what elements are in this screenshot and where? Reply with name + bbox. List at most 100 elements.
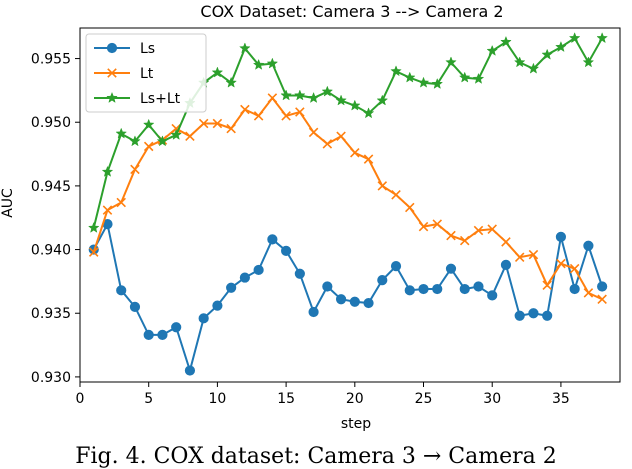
data-point-ls-lt (403, 71, 416, 83)
data-point-lt (295, 107, 305, 117)
data-point-ls-lt (170, 128, 182, 140)
data-point-lt (528, 249, 539, 260)
data-point-ls (335, 294, 347, 305)
data-point-lt (487, 224, 497, 234)
data-point-lt (542, 280, 552, 290)
x-tick-label: 30 (483, 391, 501, 407)
data-point-ls-lt (596, 32, 608, 44)
x-tick-label: 25 (415, 391, 433, 407)
data-point-lt (143, 141, 154, 152)
x-tick-label: 10 (208, 391, 226, 407)
y-tick-label: 0.935 (31, 306, 71, 322)
data-point-ls (404, 285, 415, 296)
data-point-ls (377, 275, 388, 286)
data-point-ls-lt (156, 135, 169, 147)
data-point-ls-lt (211, 66, 224, 78)
y-tick-label: 0.950 (31, 115, 71, 131)
data-point-lt (459, 235, 470, 246)
data-point-ls-lt (568, 32, 581, 44)
figure-caption: Fig. 4. COX dataset: Camera 3 → Camera 2 (75, 444, 557, 469)
data-point-ls (487, 290, 498, 301)
y-tick-label: 0.940 (31, 243, 71, 259)
data-point-ls (143, 329, 154, 340)
data-point-lt (226, 123, 236, 134)
data-point-ls (445, 263, 457, 274)
data-point-ls (569, 283, 580, 295)
legend-marker (107, 68, 117, 78)
data-point-lt (281, 111, 291, 121)
data-point-ls (322, 281, 333, 292)
x-tick-label: 15 (277, 391, 295, 407)
data-point-ls-lt (582, 56, 595, 68)
data-point-ls-lt (527, 62, 540, 74)
data-point-ls (473, 281, 484, 292)
x-axis: 0 5 10 15 20 25 30 35 (76, 382, 570, 407)
data-point-ls-lt (225, 76, 237, 88)
data-point-lt (501, 237, 511, 247)
data-point-ls (555, 231, 567, 242)
data-point-lt (198, 118, 209, 129)
data-point-lt (88, 247, 99, 257)
data-point-ls-lt (349, 99, 361, 111)
series-ls (88, 219, 608, 376)
data-point-lt (322, 139, 333, 149)
data-point-ls (171, 322, 182, 333)
data-point-ls (500, 259, 512, 270)
series-line-ls (92, 221, 604, 375)
x-tick-label: 5 (144, 391, 153, 407)
data-point-ls-lt (321, 85, 334, 97)
data-point-ls-lt (129, 135, 141, 147)
data-point-ls-lt (307, 91, 320, 103)
legend-box (85, 33, 207, 113)
data-point-ls (597, 281, 608, 292)
data-point-ls (253, 264, 264, 276)
data-point-lt (597, 294, 607, 304)
data-point-lt (240, 104, 250, 115)
data-point-ls (294, 268, 305, 279)
series-line-ls-lt (92, 36, 604, 229)
series-lt (88, 93, 607, 304)
chart-title: COX Dataset: Camera 3 --> Camera 2 (200, 2, 503, 21)
data-point-ls-lt (431, 77, 444, 89)
y-tick-label: 0.930 (31, 370, 71, 386)
data-point-ls (308, 306, 319, 318)
legend-label: Ls+Lt (140, 91, 181, 107)
data-point-lt (267, 93, 278, 103)
legend-item-ls: Ls (94, 41, 155, 57)
data-point-lt (405, 202, 415, 213)
data-point-lt (391, 190, 401, 200)
data-point-lt (308, 127, 319, 138)
data-point-lt (446, 230, 456, 241)
legend: Ls Lt Ls+Lt (85, 33, 207, 113)
data-point-ls (116, 285, 127, 296)
data-point-ls-lt (252, 58, 265, 70)
data-point-lt (171, 123, 181, 134)
data-point-ls-lt (500, 35, 512, 47)
plot-area (79, 27, 621, 383)
y-tick-label: 0.955 (31, 52, 71, 68)
data-point-lt (514, 252, 525, 262)
data-point-lt (130, 164, 140, 175)
y-tick-label: 0.945 (31, 179, 71, 195)
data-point-ls-lt (445, 56, 457, 68)
data-point-lt (569, 263, 580, 274)
data-point-ls-lt (115, 127, 128, 139)
data-point-ls-lt (101, 165, 114, 177)
data-point-ls-lt (376, 94, 389, 106)
line-chart: COX Dataset: Camera 3 --> Camera 2 0 5 10 1… (0, 2, 621, 432)
data-point-ls (349, 296, 360, 307)
data-point-lt (116, 197, 126, 208)
legend-marker (106, 91, 118, 103)
data-point-lt (556, 258, 566, 269)
data-point-ls-lt (239, 42, 251, 54)
data-point-ls (157, 329, 168, 340)
data-point-ls-lt (294, 89, 306, 101)
data-point-ls-lt (486, 44, 499, 56)
data-point-ls (239, 272, 250, 283)
legend-marker (106, 42, 118, 54)
data-point-lt (418, 221, 429, 232)
series-line-lt (92, 96, 603, 301)
data-point-ls (432, 283, 443, 295)
data-point-ls-lt (87, 221, 100, 233)
data-point-ls-lt (142, 118, 155, 130)
